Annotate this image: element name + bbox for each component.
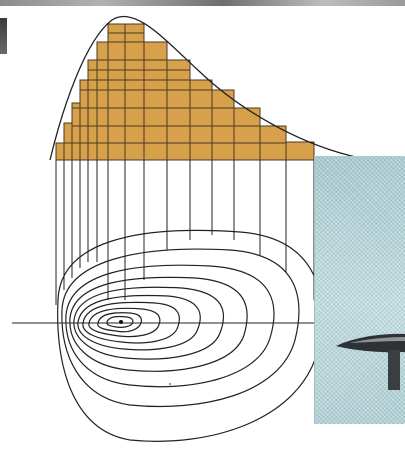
histogram-bar — [233, 107, 261, 161]
histogram-grid — [64, 32, 286, 144]
contour-ring — [82, 301, 180, 344]
dark-disc-shape — [336, 333, 405, 353]
contour-ring — [69, 276, 248, 372]
contour-ring — [97, 312, 142, 333]
contour-ring — [73, 286, 225, 360]
density-peak-point — [119, 320, 123, 324]
stray-mark — [169, 383, 171, 385]
density-curve — [49, 15, 361, 161]
contour-lines — [57, 229, 323, 442]
photo-object — [336, 333, 405, 390]
contour-ring — [106, 315, 134, 328]
cropped-edge-fragment — [0, 18, 7, 54]
contour-ring — [88, 307, 161, 338]
disc-stem — [388, 350, 400, 390]
contour-ring — [61, 248, 300, 408]
projection-lines — [55, 160, 315, 305]
contour-ring — [65, 264, 275, 388]
disc-highlight — [350, 337, 405, 343]
contour-ring — [77, 294, 201, 351]
cropped-image-strip — [0, 0, 405, 6]
histogram-bar — [285, 141, 315, 161]
